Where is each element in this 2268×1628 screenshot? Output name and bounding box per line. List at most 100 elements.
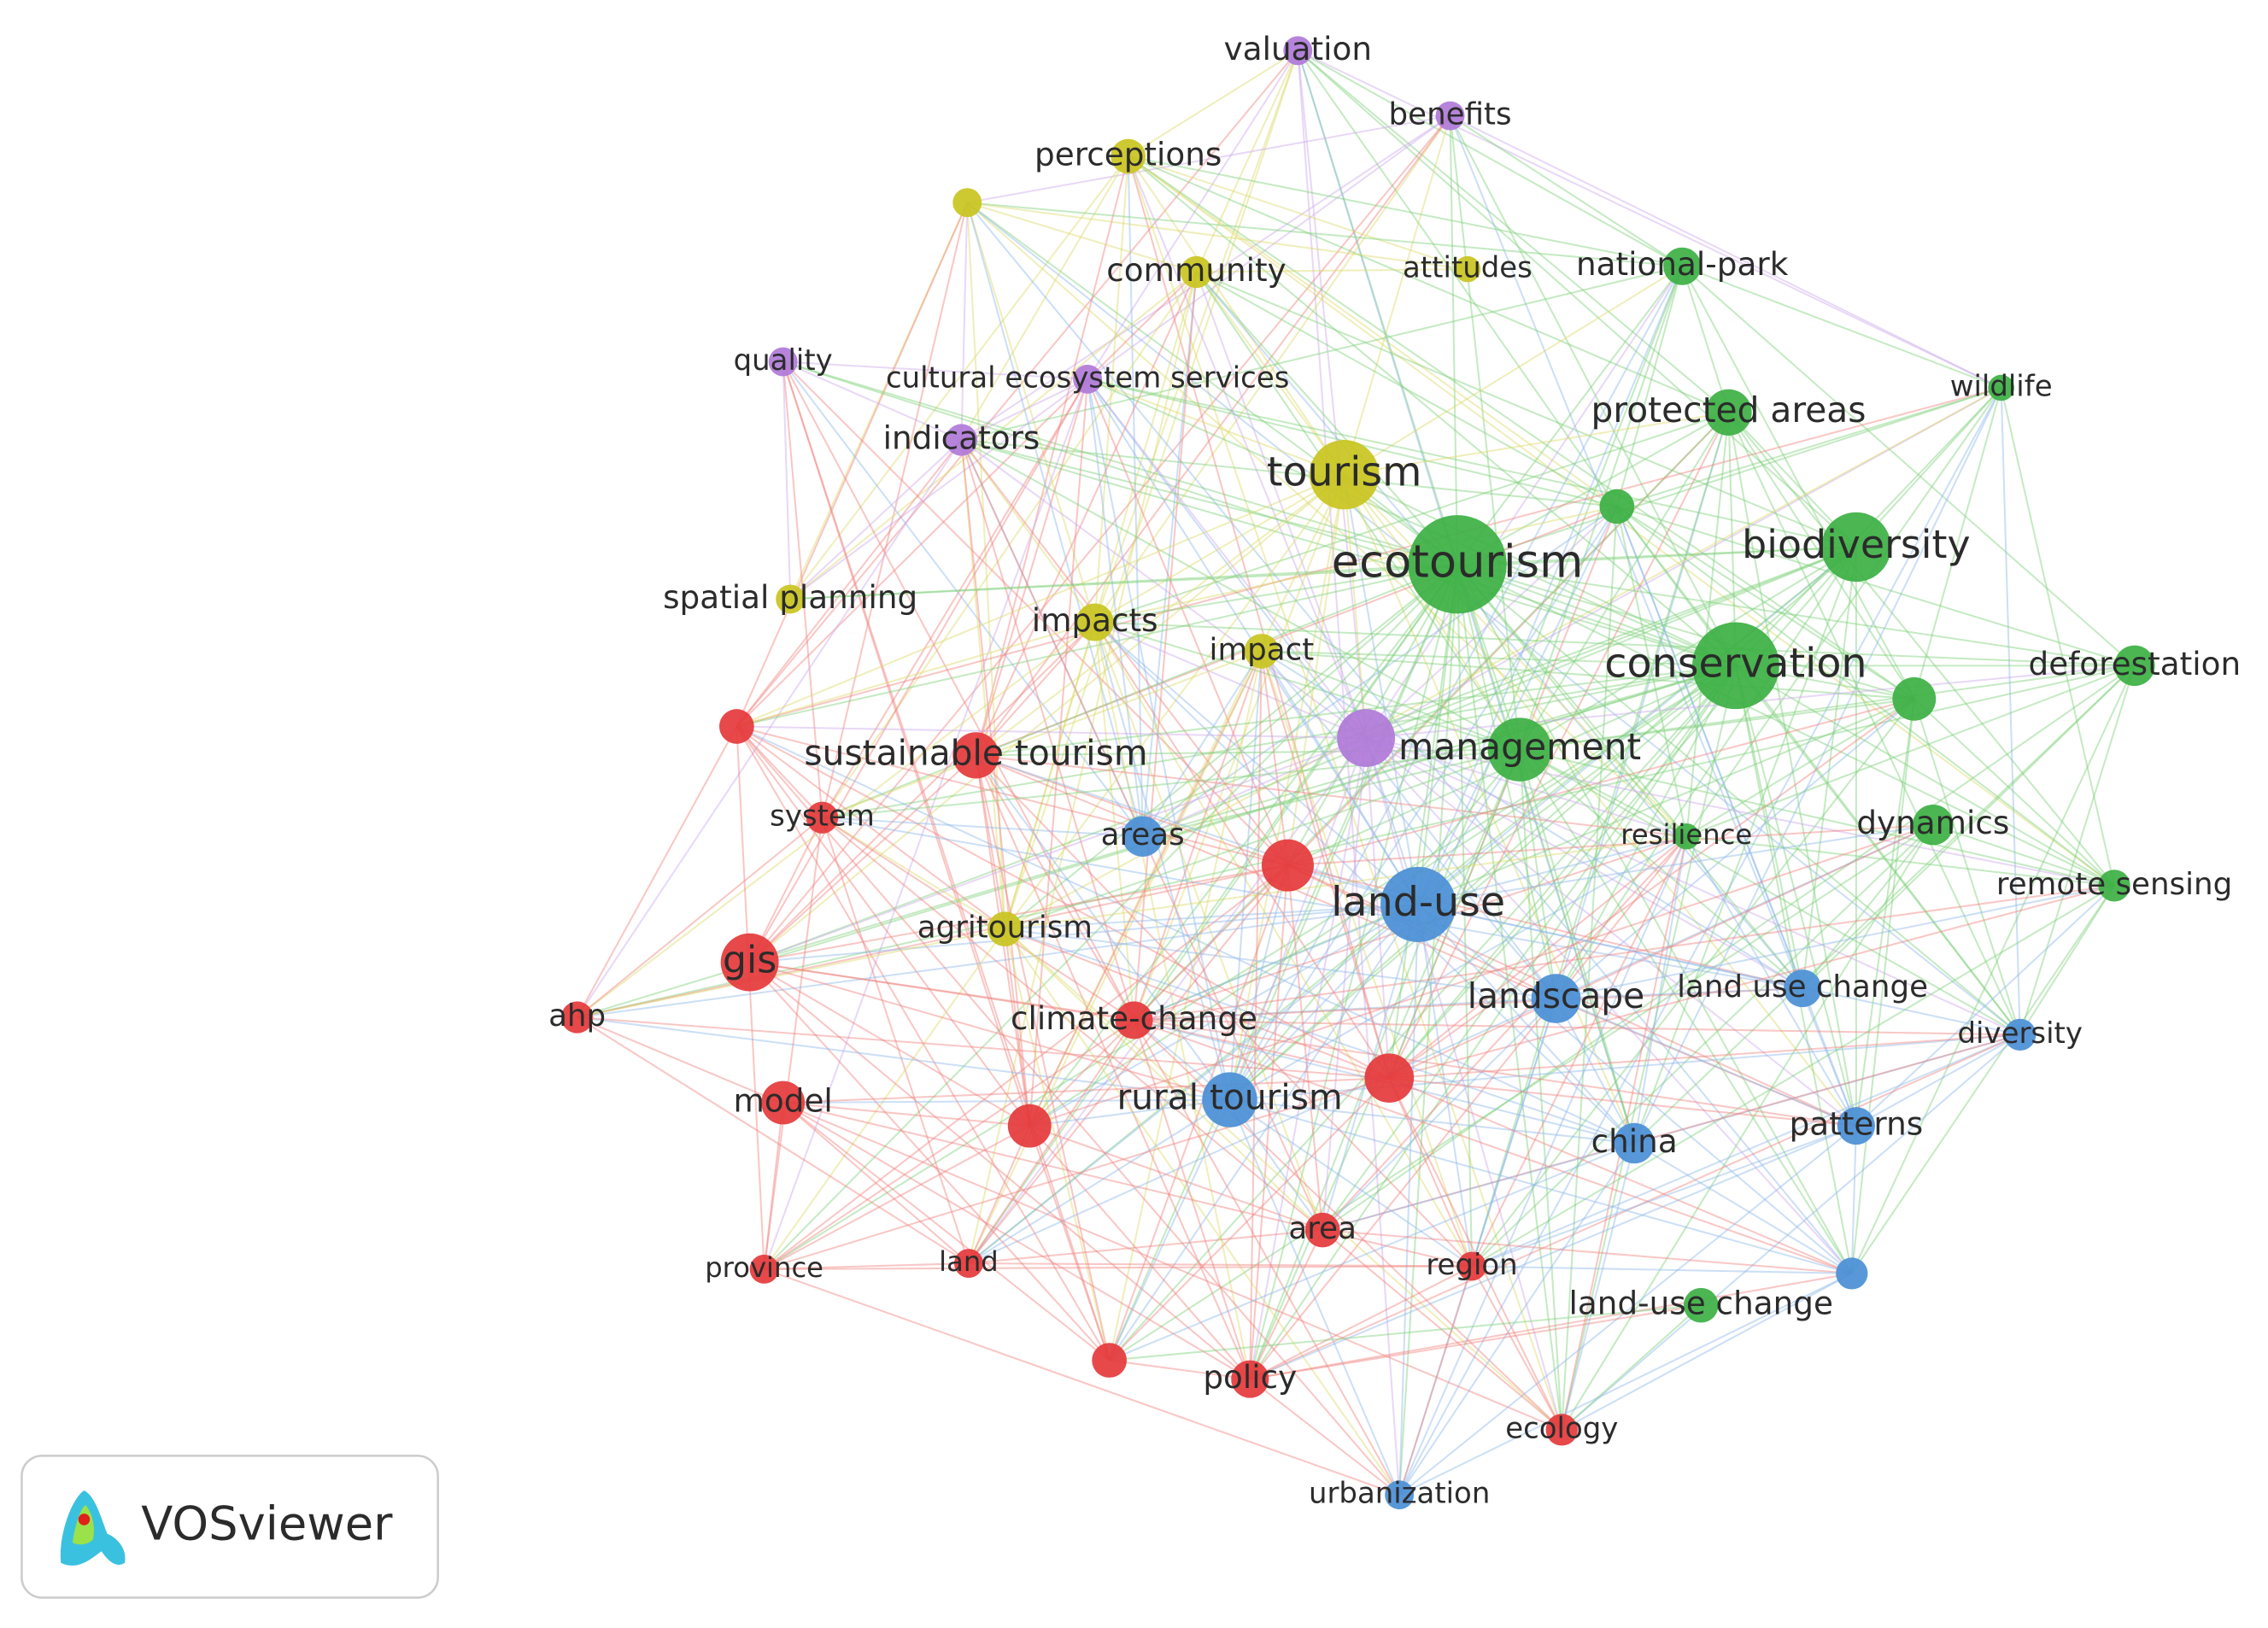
- node: [1913, 804, 1954, 846]
- edge: [1913, 387, 2002, 700]
- edge: [1913, 699, 2021, 1035]
- edge: [1286, 474, 1345, 866]
- node: [1115, 1001, 1153, 1039]
- edge: [1850, 885, 2115, 1274]
- node-label: deforestation: [2029, 645, 2242, 682]
- edge: [1134, 903, 1419, 1022]
- edge: [1093, 622, 1324, 1231]
- edge: [1322, 1229, 1562, 1431]
- edge: [821, 378, 1089, 818]
- edge: [960, 439, 1521, 751]
- node-label: land-use: [1331, 879, 1505, 926]
- edge: [968, 864, 1289, 1264]
- edge: [1388, 1077, 1853, 1274]
- edge: [789, 202, 969, 600]
- edge: [1633, 836, 1688, 1144]
- node-label: land-use change: [1569, 1285, 1833, 1322]
- edge: [1229, 835, 1687, 1101]
- edge: [577, 1016, 1230, 1101]
- node-label: benefits: [1389, 97, 1512, 132]
- edge: [960, 439, 1367, 739]
- edge: [1228, 737, 1368, 1100]
- edge: [1134, 997, 1556, 1022]
- edge: [1471, 698, 1915, 1268]
- edge: [782, 1102, 1111, 1362]
- edge: [1633, 1034, 2020, 1145]
- node-label: agritourism: [917, 911, 1093, 946]
- edge: [1228, 665, 1737, 1101]
- edge: [975, 754, 1135, 1021]
- edge: [1142, 506, 1618, 838]
- edge: [1005, 928, 1390, 1080]
- node: [1545, 1414, 1578, 1446]
- edge: [967, 202, 1468, 271]
- edge: [1261, 650, 1420, 905]
- node: [1614, 1122, 1655, 1164]
- edge: [1128, 155, 1683, 267]
- edge: [968, 564, 1458, 1264]
- node-label: land: [939, 1245, 999, 1278]
- edge: [1287, 698, 1915, 867]
- edge: [1633, 547, 1857, 1144]
- edge: [1456, 564, 1803, 989]
- node: [806, 801, 839, 834]
- edge: [1388, 1077, 1473, 1267]
- node-label: land use change: [1677, 969, 1928, 1004]
- node: [1836, 1257, 1868, 1290]
- edge: [1094, 621, 2135, 667]
- edge: [1343, 474, 1636, 1144]
- edge: [1228, 748, 1521, 1101]
- edge: [1855, 699, 1915, 1127]
- edge: [764, 1265, 1473, 1270]
- edge: [749, 737, 1367, 963]
- node-label: model: [734, 1082, 833, 1120]
- node: [1202, 1072, 1257, 1127]
- edge: [1128, 155, 1729, 413]
- edge: [1297, 50, 1401, 1496]
- edge: [1128, 155, 1915, 700]
- edge: [1388, 506, 1618, 1079]
- edge: [1365, 737, 2021, 1036]
- edge: [1249, 665, 1737, 1380]
- node: [1180, 255, 1213, 289]
- edge: [1417, 835, 1687, 905]
- edge: [735, 726, 765, 1269]
- edge: [822, 817, 1143, 838]
- edge: [782, 360, 962, 441]
- edge: [748, 961, 1111, 1362]
- edge: [1456, 411, 1730, 565]
- edge: [1228, 904, 1419, 1101]
- edge: [1685, 387, 2002, 837]
- edge: [576, 439, 963, 1018]
- edge: [1343, 474, 1688, 837]
- edge: [960, 439, 1096, 624]
- edge: [735, 725, 1390, 1080]
- node: [749, 1254, 779, 1284]
- edge: [736, 725, 1288, 867]
- edge: [1005, 748, 1521, 930]
- edge: [966, 202, 1458, 565]
- edge: [1456, 387, 2001, 565]
- edge: [1561, 665, 1737, 1431]
- edge: [1322, 1142, 1635, 1232]
- node: [720, 933, 779, 992]
- edge: [1322, 1229, 1852, 1274]
- edge: [1133, 1020, 1251, 1379]
- edge: [1195, 271, 1803, 989]
- edge: [1556, 823, 1934, 999]
- edge: [1261, 650, 1557, 999]
- edge: [975, 755, 1006, 929]
- edge: [1388, 665, 1737, 1079]
- node: [1304, 1212, 1340, 1248]
- edge: [961, 439, 1617, 507]
- edge: [1398, 835, 1688, 1496]
- edge: [975, 114, 1451, 756]
- edge: [782, 360, 1737, 667]
- node: [1007, 1104, 1052, 1148]
- edge: [1005, 928, 1635, 1145]
- edge: [975, 473, 1345, 757]
- edge: [2000, 387, 2116, 887]
- edge: [1249, 1265, 1473, 1380]
- edge: [1094, 621, 1367, 739]
- edge: [1108, 904, 1420, 1362]
